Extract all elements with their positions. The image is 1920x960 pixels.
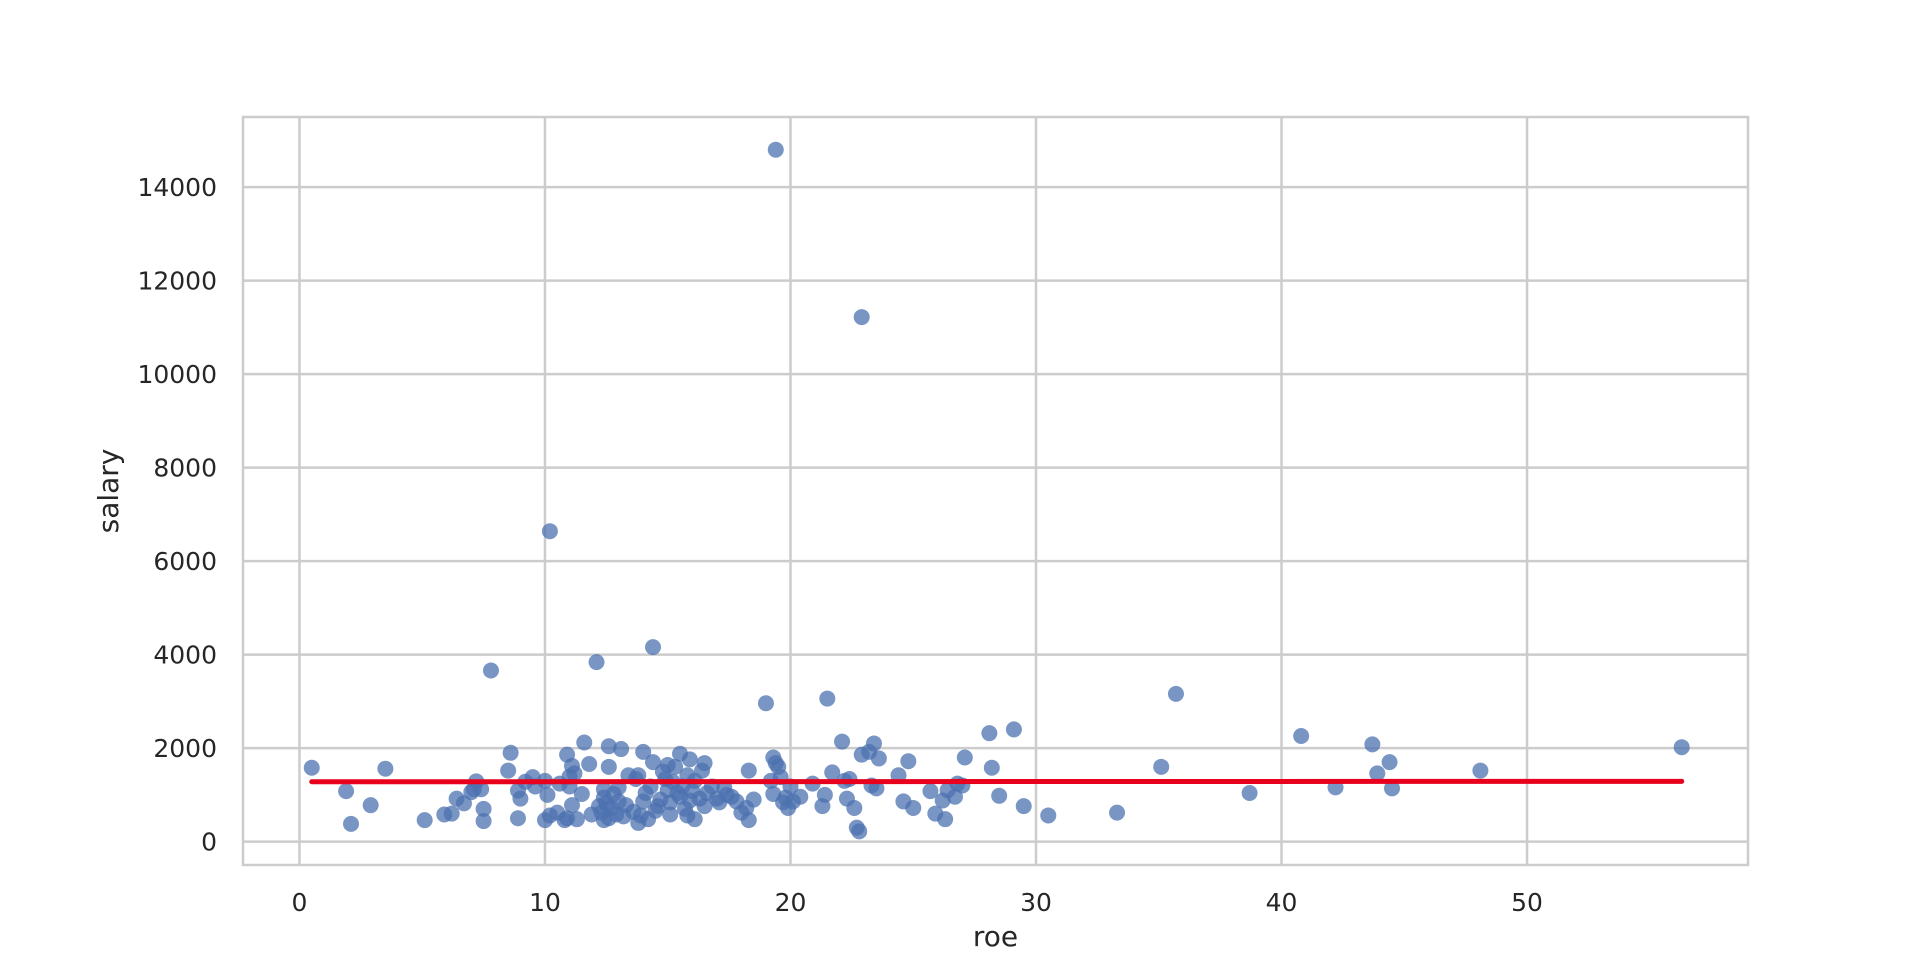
data-point	[868, 780, 885, 797]
data-point	[662, 806, 679, 823]
y-tick-label: 10000	[137, 360, 217, 389]
data-point	[1241, 785, 1258, 802]
y-axis-label: salary	[92, 449, 125, 534]
data-point	[563, 797, 580, 814]
data-point	[740, 762, 757, 779]
data-point	[613, 741, 630, 758]
data-point	[681, 751, 698, 768]
plot-frame	[241, 115, 1750, 867]
data-point	[757, 695, 774, 712]
data-point	[1293, 727, 1310, 744]
x-tick-label: 30	[1020, 888, 1052, 917]
data-point	[502, 744, 519, 761]
data-point	[846, 799, 863, 816]
data-point	[841, 770, 858, 787]
data-point	[473, 781, 490, 798]
data-point	[509, 810, 526, 827]
data-point	[1364, 736, 1381, 753]
data-point	[767, 141, 784, 158]
data-point	[600, 758, 617, 775]
data-point	[588, 654, 605, 671]
data-point	[834, 733, 851, 750]
y-tick-label: 2000	[153, 734, 217, 763]
data-point	[819, 690, 836, 707]
data-point	[600, 738, 617, 755]
data-point	[696, 798, 713, 815]
data-point	[512, 790, 529, 807]
x-tick-label: 40	[1266, 888, 1298, 917]
data-point	[475, 813, 492, 830]
data-point	[696, 755, 713, 772]
data-point	[566, 765, 583, 782]
data-point	[865, 735, 882, 752]
data-point	[991, 787, 1008, 804]
data-point	[416, 812, 433, 829]
data-point	[568, 811, 585, 828]
data-point	[937, 811, 954, 828]
data-point	[870, 750, 887, 767]
data-point	[1109, 804, 1126, 821]
data-point	[443, 805, 460, 822]
data-point	[581, 756, 598, 773]
data-point	[539, 786, 556, 803]
data-point	[576, 734, 593, 751]
data-point	[824, 764, 841, 781]
y-tick-labels: 0 2000 4000 6000 8000 10000 12000 14000	[137, 173, 217, 857]
data-point	[686, 811, 703, 828]
data-point	[1005, 721, 1022, 738]
y-tick-label: 14000	[137, 173, 217, 202]
data-point	[851, 823, 868, 840]
data-point	[1015, 798, 1032, 815]
x-tick-label: 50	[1511, 888, 1543, 917]
y-tick-label: 8000	[153, 454, 217, 483]
y-tick-label: 0	[201, 828, 217, 857]
data-point	[1167, 685, 1184, 702]
x-tick-label: 10	[529, 888, 561, 917]
data-point	[635, 743, 652, 760]
data-point	[816, 786, 833, 803]
data-point	[303, 759, 320, 776]
x-tick-label: 20	[775, 888, 807, 917]
data-point	[1384, 780, 1401, 797]
grid-layer	[243, 117, 1748, 865]
data-point	[740, 812, 757, 829]
data-point	[922, 783, 939, 800]
data-point	[645, 639, 662, 656]
data-point	[745, 791, 762, 808]
data-point	[573, 785, 590, 802]
data-point	[500, 762, 517, 779]
data-point	[1673, 739, 1690, 756]
data-point	[900, 753, 917, 770]
data-point	[667, 758, 684, 775]
data-point	[1369, 765, 1386, 782]
data-point	[1040, 807, 1057, 824]
data-point	[343, 815, 360, 832]
data-point	[983, 759, 1000, 776]
x-axis-label: roe	[973, 920, 1018, 953]
data-point	[541, 523, 558, 540]
data-point	[792, 788, 809, 805]
x-tick-label: 0	[292, 888, 308, 917]
data-point	[981, 725, 998, 742]
data-point	[482, 662, 499, 679]
data-point	[1472, 762, 1489, 779]
data-point	[956, 749, 973, 766]
data-point	[905, 799, 922, 816]
data-point	[377, 760, 394, 777]
y-tick-label: 12000	[137, 267, 217, 296]
y-tick-label: 4000	[153, 641, 217, 670]
data-point	[853, 309, 870, 326]
data-point	[475, 800, 492, 817]
y-tick-label: 6000	[153, 547, 217, 576]
data-point	[1153, 758, 1170, 775]
data-point	[362, 797, 379, 814]
x-tick-labels: 0 10 20 30 40 50	[292, 888, 1543, 917]
data-point	[338, 783, 355, 800]
data-point	[1381, 754, 1398, 771]
